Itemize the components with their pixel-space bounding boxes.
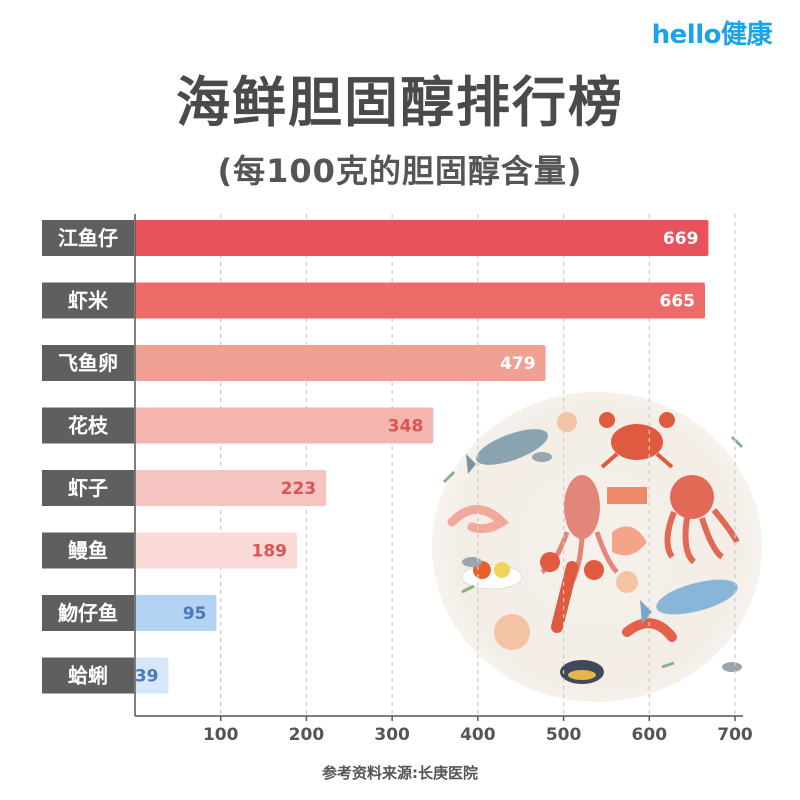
brand-logo: hello健康 bbox=[651, 14, 773, 51]
category-label-box bbox=[42, 220, 134, 256]
x-tick-label: 300 bbox=[374, 725, 410, 745]
category-label: 花枝 bbox=[68, 414, 109, 438]
category-label: 虾米 bbox=[68, 289, 109, 313]
source-note: 参考资料来源:长庚医院 bbox=[322, 764, 478, 782]
category-label: 江鱼仔 bbox=[58, 226, 118, 250]
bar bbox=[135, 282, 705, 319]
data-label: 95 bbox=[183, 604, 207, 624]
roe-dish-icon bbox=[461, 561, 523, 590]
scallop-icon bbox=[494, 412, 638, 650]
brand-hello-text: hello bbox=[651, 20, 722, 50]
data-label: 348 bbox=[388, 417, 424, 437]
crab-icon bbox=[599, 412, 675, 469]
category-label: 蛤蜊 bbox=[68, 664, 108, 688]
category-label-box bbox=[42, 595, 134, 631]
data-label: 39 bbox=[135, 667, 159, 687]
category-label: 虾子 bbox=[68, 476, 108, 500]
category-label: 魩仔鱼 bbox=[57, 601, 118, 625]
x-tick-label: 700 bbox=[717, 725, 753, 745]
category-label-box bbox=[42, 657, 134, 694]
category-label-box bbox=[42, 470, 134, 506]
blue-fish-icon bbox=[640, 579, 738, 624]
bar bbox=[135, 532, 297, 569]
bar bbox=[135, 595, 217, 631]
seafood-illustration-svg bbox=[442, 412, 744, 684]
bar bbox=[135, 470, 327, 506]
lobster-icon bbox=[540, 552, 604, 633]
data-label: 665 bbox=[660, 292, 696, 312]
data-label: 669 bbox=[663, 229, 699, 249]
x-tick-label: 500 bbox=[546, 725, 582, 745]
page-title: 海鲜胆固醇排行榜 bbox=[176, 71, 624, 134]
bar bbox=[135, 345, 546, 381]
seafood-illustration-icon bbox=[432, 392, 762, 702]
octopus-icon bbox=[664, 475, 740, 565]
fish-icon bbox=[466, 429, 548, 474]
x-tick-label: 600 bbox=[632, 725, 668, 745]
category-label: 飞鱼卵 bbox=[58, 351, 118, 375]
herb-icon bbox=[442, 435, 744, 669]
mussel-icon bbox=[560, 660, 604, 684]
bar bbox=[135, 657, 169, 694]
data-label: 223 bbox=[281, 479, 317, 499]
x-tick-label: 400 bbox=[460, 725, 496, 745]
sardine-icon bbox=[462, 452, 742, 672]
shrimp-icon bbox=[447, 505, 677, 642]
category-label-box bbox=[42, 345, 134, 381]
bar bbox=[135, 407, 434, 444]
category-label-box bbox=[42, 532, 134, 569]
category-label-box bbox=[42, 407, 134, 444]
x-tick-label: 200 bbox=[289, 725, 325, 745]
category-label: 鳗鱼 bbox=[68, 539, 108, 563]
bar bbox=[135, 220, 709, 256]
brand-health-text: 健康 bbox=[720, 20, 773, 50]
salmon-steak-icon bbox=[607, 487, 647, 556]
data-label: 189 bbox=[252, 542, 288, 562]
data-label: 479 bbox=[500, 354, 536, 374]
x-tick-label: 100 bbox=[203, 725, 239, 745]
category-label-box bbox=[42, 282, 134, 319]
page-subtitle: (每100克的胆固醇含量) bbox=[217, 152, 583, 190]
